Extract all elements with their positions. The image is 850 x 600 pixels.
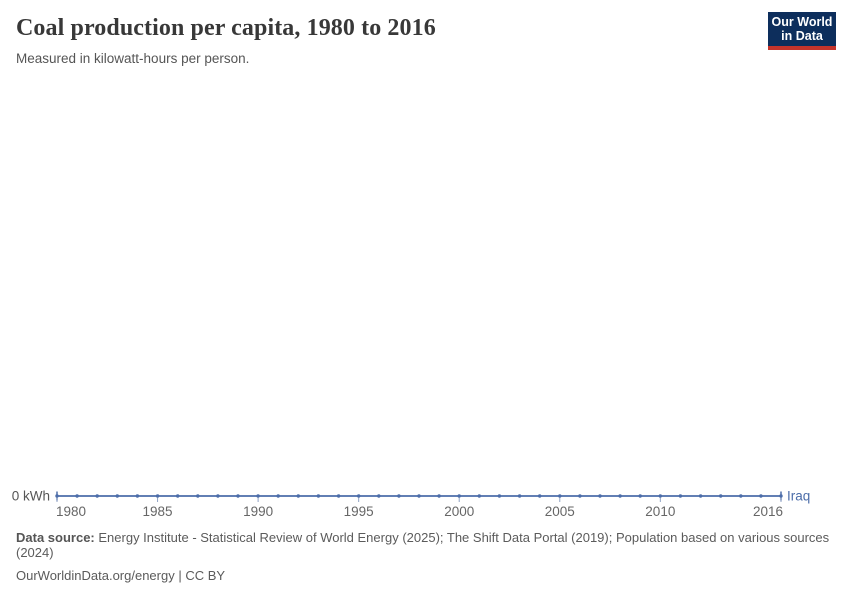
data-point[interactable] [719,494,723,498]
data-point[interactable] [256,494,260,498]
datasource-label: Data source: [16,530,95,545]
x-axis-tick-label: 1985 [143,504,173,519]
data-point[interactable] [75,494,79,498]
data-point[interactable] [678,494,683,498]
data-point[interactable] [397,494,401,498]
data-point[interactable] [357,494,361,498]
data-point[interactable] [196,494,200,498]
data-point[interactable] [759,494,763,498]
data-point[interactable] [658,494,662,498]
data-point[interactable] [115,494,120,498]
x-axis-tick-label: 2016 [753,504,783,519]
data-point[interactable] [377,494,381,498]
data-point[interactable] [457,494,461,498]
chart-header: Coal production per capita, 1980 to 2016… [16,13,730,67]
data-point[interactable] [698,494,703,498]
data-point[interactable] [517,494,522,498]
data-point[interactable] [739,494,743,498]
data-point[interactable] [336,494,341,498]
data-point[interactable] [638,494,642,498]
data-point[interactable] [316,494,321,498]
page-subtitle: Measured in kilowatt-hours per person. [16,51,250,66]
x-axis-tick-label: 1995 [344,504,374,519]
cc-by-link[interactable]: CC BY [185,568,226,583]
data-point[interactable] [477,494,481,498]
data-point[interactable] [618,494,622,498]
footer-datasource: Data source: Energy Institute - Statisti… [16,530,834,560]
series-label[interactable]: Iraq [787,489,810,504]
y-axis-zero-label: 0 kWh [12,489,50,504]
data-point[interactable] [155,494,160,498]
datasource-text: Energy Institute - Statistical Review of… [16,530,830,560]
data-point[interactable] [95,494,99,498]
data-point[interactable] [296,494,300,498]
data-point[interactable] [216,494,220,498]
owid-logo-line1: Our World [771,15,833,29]
data-point[interactable] [437,494,441,498]
data-point[interactable] [538,494,542,498]
x-axis-tick-label: 2005 [545,504,575,519]
data-point[interactable] [578,494,582,498]
x-axis-tick-label: 1980 [56,504,86,519]
owid-url-link[interactable]: OurWorldinData.org/energy [16,568,175,583]
footer-separator: | [174,568,186,583]
page-title: Coal production per capita, 1980 to 2016 [16,15,436,41]
chart-canvas[interactable]: 1980 1985 1990 1995 2000 2005 2010 2016 0 kWh Ira… [0,478,850,523]
data-point[interactable] [417,494,421,498]
data-point[interactable] [497,494,502,498]
owid-logo[interactable]: Our World in Data [768,12,836,50]
x-axis-tick-label: 1990 [243,504,273,519]
data-point[interactable] [558,494,562,498]
data-point[interactable] [276,494,280,498]
data-point[interactable] [598,494,602,498]
data-point[interactable] [236,494,240,498]
footer-license: OurWorldinData.org/energy | CC BY [16,568,834,584]
x-axis-tick-label: 2000 [444,504,474,519]
owid-logo-line2: in Data [781,29,823,43]
x-axis-tick-label: 2010 [645,504,675,519]
chart-footer: Data source: Energy Institute - Statisti… [16,530,834,584]
data-point[interactable] [176,494,180,498]
data-point[interactable] [135,494,140,498]
